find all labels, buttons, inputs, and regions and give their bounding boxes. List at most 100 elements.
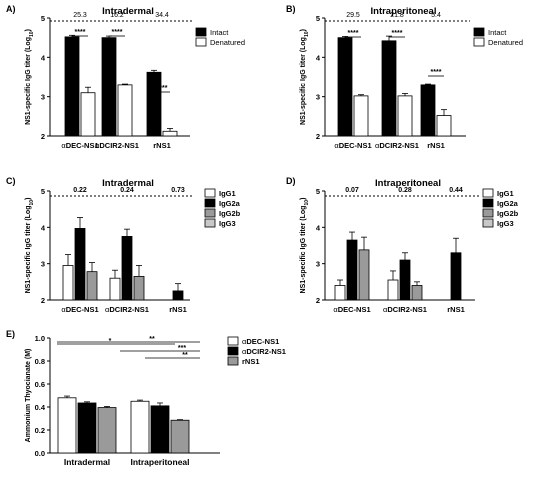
- y-axis-label: Ammonium Thyocianate (M): [25, 349, 32, 443]
- significance-label: ****: [75, 29, 86, 36]
- bar: [101, 37, 117, 137]
- legend-label: IgG3: [497, 219, 514, 228]
- bar: [80, 92, 96, 137]
- panel-label: D): [286, 176, 296, 186]
- category-label: αDEC-NS1: [333, 305, 370, 314]
- significance-label: ****: [348, 30, 359, 37]
- y-tick-label: 2: [316, 296, 320, 305]
- y-tick-label: 3: [41, 260, 45, 269]
- legend-swatch: [227, 356, 239, 366]
- legend-label: IgG2a: [219, 199, 241, 208]
- bar: [74, 228, 86, 301]
- bar: [130, 400, 150, 454]
- category-label: αDCIR2-NS1: [95, 141, 139, 150]
- top-label: 5.4: [431, 12, 441, 19]
- bar: [146, 71, 162, 137]
- bar: [399, 259, 411, 301]
- category-label: rNS1: [169, 305, 187, 314]
- category-label: Intradermal: [64, 457, 110, 467]
- top-label: 21.8: [390, 12, 404, 19]
- panel-label: A): [6, 4, 16, 14]
- y-tick-label: 0.2: [35, 426, 45, 435]
- legend-swatch: [482, 208, 494, 218]
- panel-label: E): [6, 329, 15, 339]
- legend-label: IgG2a: [497, 199, 519, 208]
- y-tick-label: 5: [316, 187, 320, 196]
- panel-label: C): [6, 176, 16, 186]
- legend-swatch: [204, 188, 216, 198]
- y-tick-label: 2: [41, 132, 45, 141]
- legend-label: IgG2b: [497, 209, 519, 218]
- y-tick-label: 1.0: [35, 334, 45, 343]
- category-label: αDEC-NS1: [61, 305, 98, 314]
- top-label: 0.22: [73, 187, 87, 194]
- bar: [57, 397, 77, 454]
- top-label: 0.73: [171, 187, 185, 194]
- legend-swatch: [195, 27, 207, 37]
- bar: [170, 419, 190, 454]
- legend-swatch: [482, 198, 494, 208]
- legend-swatch: [227, 346, 239, 356]
- y-tick-label: 3: [316, 260, 320, 269]
- y-tick-label: 2: [41, 296, 45, 305]
- significance-label: *: [109, 338, 112, 345]
- bar: [109, 277, 121, 301]
- significance-label: ****: [392, 30, 403, 37]
- y-tick-label: 0.8: [35, 357, 45, 366]
- legend-label: IgG3: [219, 219, 236, 228]
- legend-label: rNS1: [242, 357, 260, 366]
- bar: [353, 95, 369, 137]
- legend-swatch: [204, 208, 216, 218]
- y-tick-label: 4: [41, 223, 46, 232]
- legend-swatch: [473, 37, 485, 47]
- category-label: αDCIR2-NS1: [375, 141, 419, 150]
- legend-label: Denatured: [488, 38, 523, 47]
- bar: [397, 95, 413, 137]
- chart-title: Intraperitoneal: [375, 178, 441, 189]
- bar: [121, 236, 133, 301]
- legend-label: IgG1: [219, 189, 236, 198]
- significance-label: **: [182, 352, 188, 359]
- bar: [346, 239, 358, 301]
- legend-label: αDCIR2-NS1: [242, 347, 286, 356]
- y-tick-label: 4: [316, 223, 321, 232]
- y-tick-label: 4: [316, 53, 321, 62]
- y-tick-label: 5: [41, 14, 45, 23]
- legend-swatch: [482, 218, 494, 228]
- y-axis-label: NS1-specific IgG titer (Log10): [300, 198, 310, 294]
- category-label: αDCIR2-NS1: [383, 305, 427, 314]
- bar: [97, 407, 117, 454]
- bar: [381, 40, 397, 137]
- y-tick-label: 5: [316, 14, 320, 23]
- bar: [117, 84, 133, 137]
- top-label: 16.2: [110, 12, 124, 19]
- bar: [77, 402, 97, 454]
- top-label: 34.4: [155, 12, 169, 19]
- legend-swatch: [482, 188, 494, 198]
- bar: [358, 249, 370, 301]
- top-label: 0.28: [398, 187, 412, 194]
- legend-label: Intact: [210, 28, 229, 37]
- bar: [162, 130, 178, 137]
- top-label: 0.24: [120, 187, 134, 194]
- bar: [150, 405, 170, 454]
- category-label: rNS1: [427, 141, 445, 150]
- y-axis-label: NS1-specific IgG titer (Log10): [300, 29, 310, 125]
- legend-label: IgG2b: [219, 209, 241, 218]
- significance-label: ****: [112, 29, 123, 36]
- y-tick-label: 3: [316, 93, 320, 102]
- legend-swatch: [204, 198, 216, 208]
- bar: [420, 84, 436, 137]
- bar: [62, 265, 74, 301]
- category-label: αDCIR2-NS1: [105, 305, 149, 314]
- y-tick-label: 4: [41, 53, 46, 62]
- y-axis-label: NS1-specific IgG titer (Log10): [25, 29, 35, 125]
- y-axis-label: NS1-specific IgG titer (Log10): [25, 198, 35, 294]
- legend-label: IgG1: [497, 189, 514, 198]
- chart-title: Intradermal: [102, 6, 154, 17]
- top-label: 29.5: [346, 12, 360, 19]
- category-label: αDEC-NS1: [334, 141, 371, 150]
- top-label: 0.44: [449, 187, 463, 194]
- category-label: αDEC-NS1: [61, 141, 98, 150]
